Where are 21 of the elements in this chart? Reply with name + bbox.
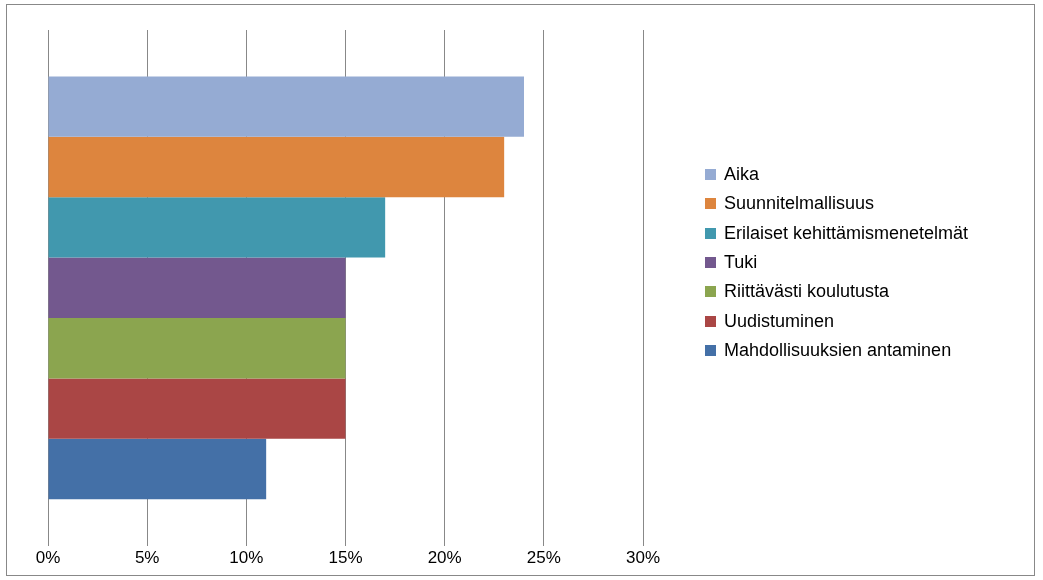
- legend-label: Uudistuminen: [724, 310, 835, 332]
- bar: [48, 257, 346, 318]
- legend-label: Suunnitelmallisuus: [724, 193, 875, 215]
- x-tick-label: 20%: [427, 548, 462, 568]
- bar: [48, 197, 386, 258]
- x-tick-label: 0%: [35, 548, 61, 568]
- bar: [48, 438, 267, 500]
- bar: [48, 136, 505, 198]
- x-tick-label: 25%: [526, 548, 561, 568]
- bar: [48, 76, 524, 137]
- x-tick-label: 5%: [134, 548, 160, 568]
- legend-label: Riittävästi koulutusta: [724, 281, 890, 303]
- x-tick-label: 10%: [229, 548, 264, 568]
- x-tick-label: 30%: [625, 548, 661, 568]
- legend-label: Aika: [724, 164, 760, 186]
- bar: [48, 318, 346, 379]
- legend-label: Erilaiset kehittämismenetelmät: [724, 222, 969, 244]
- legend-label: Mahdollisuuksien antaminen: [724, 339, 952, 361]
- bar: [48, 378, 346, 439]
- x-tick-label: 15%: [328, 548, 363, 568]
- legend-label: Tuki: [724, 252, 758, 274]
